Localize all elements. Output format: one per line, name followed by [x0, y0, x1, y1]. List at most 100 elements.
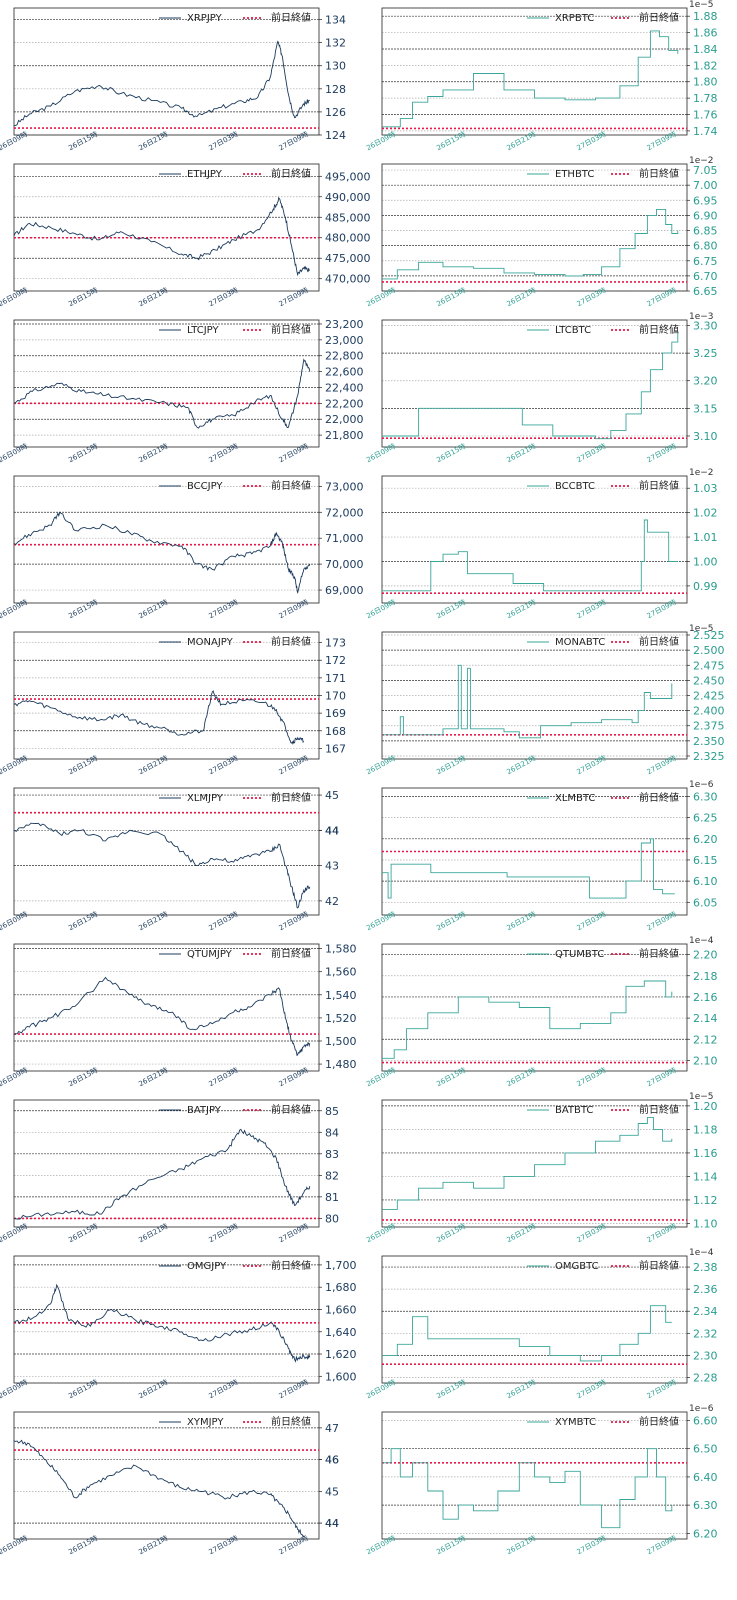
y-tick-label: 6.70	[693, 270, 718, 283]
legend-prev-close-label: 前日終値	[271, 323, 311, 336]
y-tick-label: 1.76	[693, 109, 718, 122]
y-tick-label: 72,000	[325, 506, 364, 519]
y-tick-label: 21,800	[325, 429, 364, 442]
y-tick-label: 1,500	[325, 1035, 357, 1048]
series-line-xymjpy	[13, 1439, 305, 1538]
y-tick-label: 45	[325, 789, 339, 802]
y-tick-label: 1,700	[325, 1259, 357, 1272]
y-tick-label: 7.00	[693, 179, 718, 192]
y-tick-label: 22,000	[325, 413, 364, 426]
y-tick-label: 2.12	[693, 1033, 718, 1046]
legend-prev-close-label: 前日終値	[639, 11, 679, 24]
y-tick-label: 130	[325, 60, 346, 73]
y-tick-label: 6.90	[693, 209, 718, 222]
legend-series-label: BCCJPY	[187, 481, 223, 492]
y-tick-label: 2.500	[693, 644, 725, 657]
x-tick-label: 26日15時	[435, 1534, 467, 1556]
plot-frame	[381, 163, 688, 292]
y-tick-label: 6.20	[693, 1527, 718, 1540]
plot-frame	[381, 1255, 688, 1384]
y-tick-label: 6.85	[693, 225, 718, 238]
series-line-xlmjpy	[13, 822, 311, 909]
legend-prev-close-label: 前日終値	[271, 1415, 311, 1428]
y-tick-label: 2.400	[693, 705, 725, 718]
y-tick-label: 23,000	[325, 334, 364, 347]
series-line-xrpbtc	[382, 30, 679, 128]
y-tick-label: 42	[325, 895, 339, 908]
series-line-bccjpy	[13, 511, 311, 594]
axis-scale-label: 1e−4	[689, 936, 714, 946]
y-tick-label: 167	[325, 742, 346, 755]
plot-frame	[13, 943, 320, 1072]
legend-series-label: QTUMJPY	[187, 949, 233, 960]
legend-prev-close-label: 前日終値	[639, 1103, 679, 1116]
legend-series-label: ETHBTC	[555, 169, 594, 180]
legend-series-label: XRPBTC	[555, 13, 594, 24]
y-tick-label: 1,580	[325, 943, 357, 956]
y-tick-label: 2.38	[693, 1261, 718, 1274]
legend-series-label: BCCBTC	[555, 481, 595, 492]
legend-series-label: ETHJPY	[187, 169, 223, 180]
y-tick-label: 1,600	[325, 1370, 357, 1383]
y-tick-label: 1,660	[325, 1303, 357, 1316]
y-tick-label: 470,000	[325, 273, 371, 286]
y-tick-label: 2.450	[693, 674, 725, 687]
y-tick-label: 1,560	[325, 966, 357, 979]
plot-frame	[381, 319, 688, 448]
legend-series-label: MONAJPY	[187, 637, 234, 648]
axis-scale-label: 1e−4	[689, 1248, 714, 1258]
y-tick-label: 71,000	[325, 532, 364, 545]
series-line-omgbtc	[382, 1305, 672, 1362]
y-tick-label: 45	[325, 1485, 339, 1498]
series-line-omgjpy	[13, 1283, 311, 1363]
axis-scale-label: 1e−3	[689, 312, 714, 322]
y-tick-label: 124	[325, 129, 346, 142]
y-tick-label: 7.05	[693, 164, 718, 177]
series-line-monabtc	[382, 664, 673, 739]
y-tick-label: 22,800	[325, 350, 364, 363]
legend-series-label: OMGJPY	[187, 1261, 227, 1272]
y-tick-label: 1.78	[693, 92, 718, 105]
y-tick-label: 6.30	[693, 1499, 718, 1512]
y-tick-label: 6.05	[693, 896, 718, 909]
y-tick-label: 46	[325, 1454, 339, 1467]
y-tick-label: 1.02	[693, 507, 718, 520]
y-tick-label: 6.60	[693, 1414, 718, 1427]
y-tick-label: 22,600	[325, 366, 364, 379]
y-tick-label: 1.00	[693, 555, 718, 568]
y-tick-label: 171	[325, 672, 346, 685]
y-tick-label: 70,000	[325, 558, 364, 571]
y-tick-label: 1,480	[325, 1058, 357, 1071]
plot-frame	[381, 1099, 688, 1228]
plot-frame	[13, 1099, 320, 1228]
axis-scale-label: 1e−2	[689, 468, 714, 478]
legend-prev-close-label: 前日終値	[271, 635, 311, 648]
y-tick-label: 22,400	[325, 381, 364, 394]
y-tick-label: 23,200	[325, 318, 364, 331]
plot-frame	[381, 7, 688, 136]
series-line-xlmbtc	[382, 838, 675, 899]
x-tick-label: 27日03時	[576, 1534, 608, 1556]
series-line-qtumjpy	[13, 976, 311, 1057]
legend-series-label: LTCBTC	[555, 325, 591, 336]
y-tick-label: 3.25	[693, 347, 718, 360]
y-tick-label: 46	[325, 1454, 339, 1467]
series-line-xrpjpy	[13, 40, 310, 127]
legend-prev-close-label: 前日終値	[639, 635, 679, 648]
legend-prev-close-label: 前日終値	[271, 167, 311, 180]
y-tick-label: 1.14	[693, 1170, 718, 1183]
y-tick-label: 82	[325, 1169, 339, 1182]
legend-series-label: LTCJPY	[187, 325, 219, 336]
y-tick-label: 1.16	[693, 1147, 718, 1160]
y-tick-label: 1.88	[693, 10, 718, 23]
plot-frame	[13, 787, 320, 916]
x-tick-label: 26日09時	[365, 1534, 397, 1556]
